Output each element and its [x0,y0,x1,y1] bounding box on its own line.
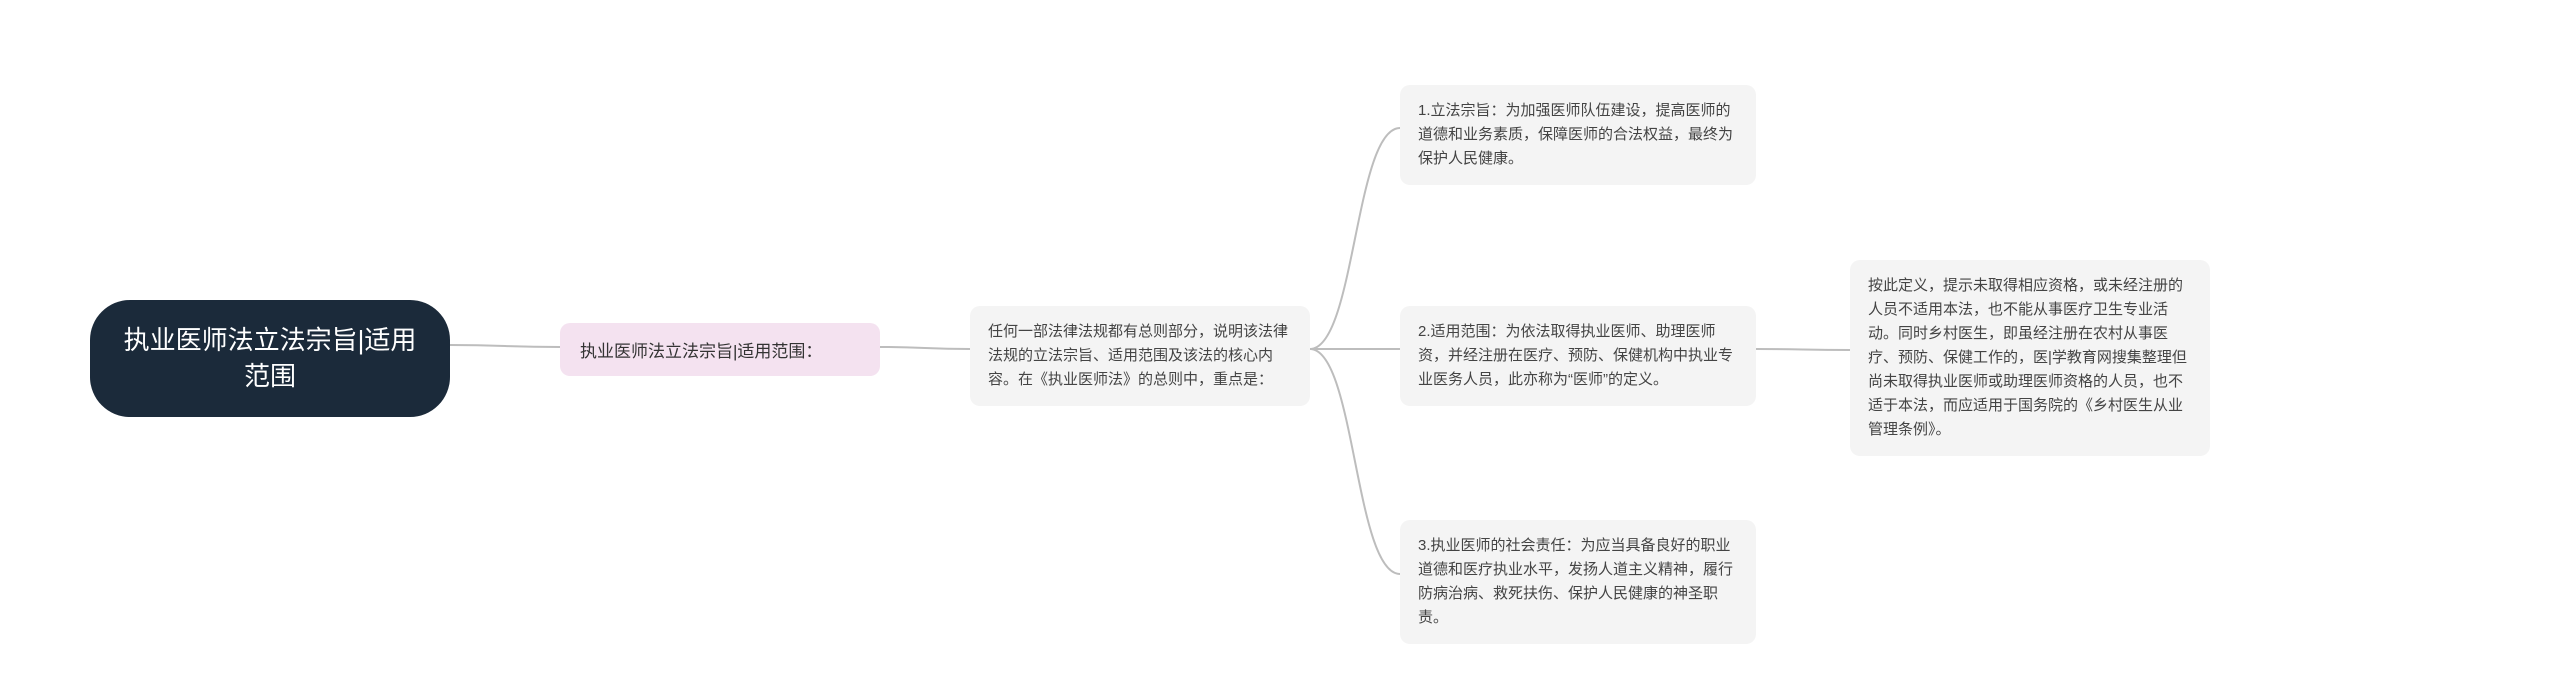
node-level2: 任何一部法律法规都有总则部分，说明该法律法规的立法宗旨、适用范围及该法的核心内容… [970,306,1310,406]
mindmap-container: 执业医师法立法宗旨|适用范围 执业医师法立法宗旨|适用范围： 任何一部法律法规都… [0,0,2560,685]
node-level3-c: 3.执业医师的社会责任：为应当具备良好的职业道德和医疗执业水平，发扬人道主义精神… [1400,520,1756,644]
node-level4: 按此定义，提示未取得相应资格，或未经注册的人员不适用本法，也不能从事医疗卫生专业… [1850,260,2210,456]
node-level1: 执业医师法立法宗旨|适用范围： [560,323,880,376]
root-node: 执业医师法立法宗旨|适用范围 [90,300,450,417]
node-level3-a: 1.立法宗旨：为加强医师队伍建设，提高医师的道德和业务素质，保障医师的合法权益，… [1400,85,1756,185]
node-level3-b: 2.适用范围：为依法取得执业医师、助理医师资，并经注册在医疗、预防、保健机构中执… [1400,306,1756,406]
